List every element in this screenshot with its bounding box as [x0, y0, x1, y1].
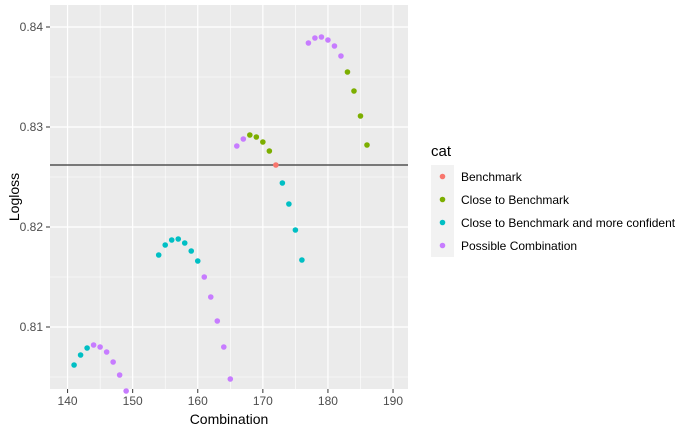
point-close-to-benchmark — [260, 139, 266, 145]
point-close-to-benchmark-and-more-confident — [77, 352, 84, 358]
panel-background — [50, 5, 408, 389]
x-tick-label: 190 — [383, 394, 403, 408]
point-close-to-benchmark-and-more-confident — [299, 257, 305, 263]
data-points — [71, 34, 370, 394]
point-close-to-benchmark — [266, 148, 273, 154]
point-possible-combination — [201, 274, 208, 280]
legend-title: cat — [431, 143, 452, 160]
point-possible-combination — [110, 359, 116, 365]
point-close-to-benchmark-and-more-confident — [84, 345, 90, 351]
point-close-to-benchmark — [344, 69, 351, 75]
point-close-to-benchmark-and-more-confident — [71, 362, 77, 368]
y-tick-label: 0.82 — [20, 220, 44, 234]
x-tick-label: 140 — [58, 394, 78, 408]
point-possible-combination — [123, 388, 129, 394]
point-close-to-benchmark — [253, 134, 260, 140]
point-close-to-benchmark-and-more-confident — [155, 252, 162, 258]
y-axis: 0.81 0.82 0.83 0.84 — [20, 20, 50, 334]
legend-label-possible-combination: Possible Combination — [461, 239, 577, 253]
point-close-to-benchmark-and-more-confident — [279, 180, 286, 186]
point-close-to-benchmark — [364, 142, 370, 148]
y-tick-label: 0.84 — [20, 20, 44, 34]
point-possible-combination — [318, 34, 325, 40]
x-tick-label: 180 — [318, 394, 338, 408]
legend-key-close-to-benchmark-and-more-confident — [439, 219, 446, 226]
x-tick-label: 150 — [123, 394, 143, 408]
x-axis-title: Combination — [190, 411, 269, 427]
point-possible-combination — [305, 40, 312, 46]
legend-key-possible-combination — [439, 242, 446, 249]
point-possible-combination — [227, 376, 234, 382]
point-close-to-benchmark-and-more-confident — [286, 201, 292, 207]
point-possible-combination — [220, 344, 227, 350]
point-possible-combination — [103, 349, 110, 355]
legend-label-close-to-benchmark: Close to Benchmark — [461, 193, 570, 207]
y-axis-title: Logloss — [6, 173, 22, 221]
point-possible-combination — [325, 37, 331, 43]
point-close-to-benchmark-and-more-confident — [168, 237, 175, 243]
x-tick-label: 160 — [188, 394, 208, 408]
point-close-to-benchmark-and-more-confident — [188, 248, 195, 254]
point-close-to-benchmark — [351, 88, 357, 94]
point-close-to-benchmark — [357, 113, 364, 119]
major-gridlines — [50, 5, 408, 389]
x-axis: 140 150 160 170 180 190 — [58, 389, 403, 408]
point-possible-combination — [90, 342, 97, 348]
point-possible-combination — [234, 143, 240, 149]
point-close-to-benchmark — [247, 132, 253, 138]
point-possible-combination — [338, 53, 344, 59]
y-tick-label: 0.81 — [20, 320, 44, 334]
legend: cat Benchmark Close to Benchmark Close to … — [431, 143, 676, 257]
legend-key-benchmark — [439, 173, 446, 180]
legend-label-close-to-benchmark-and-more-confident: Close to Benchmark and more confident — [461, 216, 676, 230]
point-possible-combination — [331, 43, 338, 49]
point-close-to-benchmark-and-more-confident — [292, 227, 299, 233]
point-possible-combination — [312, 35, 318, 41]
x-tick-label: 170 — [253, 394, 273, 408]
legend-key-close-to-benchmark — [439, 196, 446, 203]
y-tick-label: 0.83 — [20, 120, 44, 134]
point-benchmark — [273, 162, 279, 168]
point-possible-combination — [207, 294, 214, 300]
point-close-to-benchmark-and-more-confident — [175, 236, 182, 242]
point-close-to-benchmark-and-more-confident — [194, 258, 201, 264]
point-close-to-benchmark-and-more-confident — [181, 240, 188, 246]
point-close-to-benchmark-and-more-confident — [162, 242, 169, 248]
legend-label-benchmark: Benchmark — [461, 170, 523, 184]
point-possible-combination — [240, 136, 247, 142]
point-possible-combination — [116, 372, 123, 378]
point-possible-combination — [97, 344, 103, 350]
point-possible-combination — [214, 318, 221, 324]
